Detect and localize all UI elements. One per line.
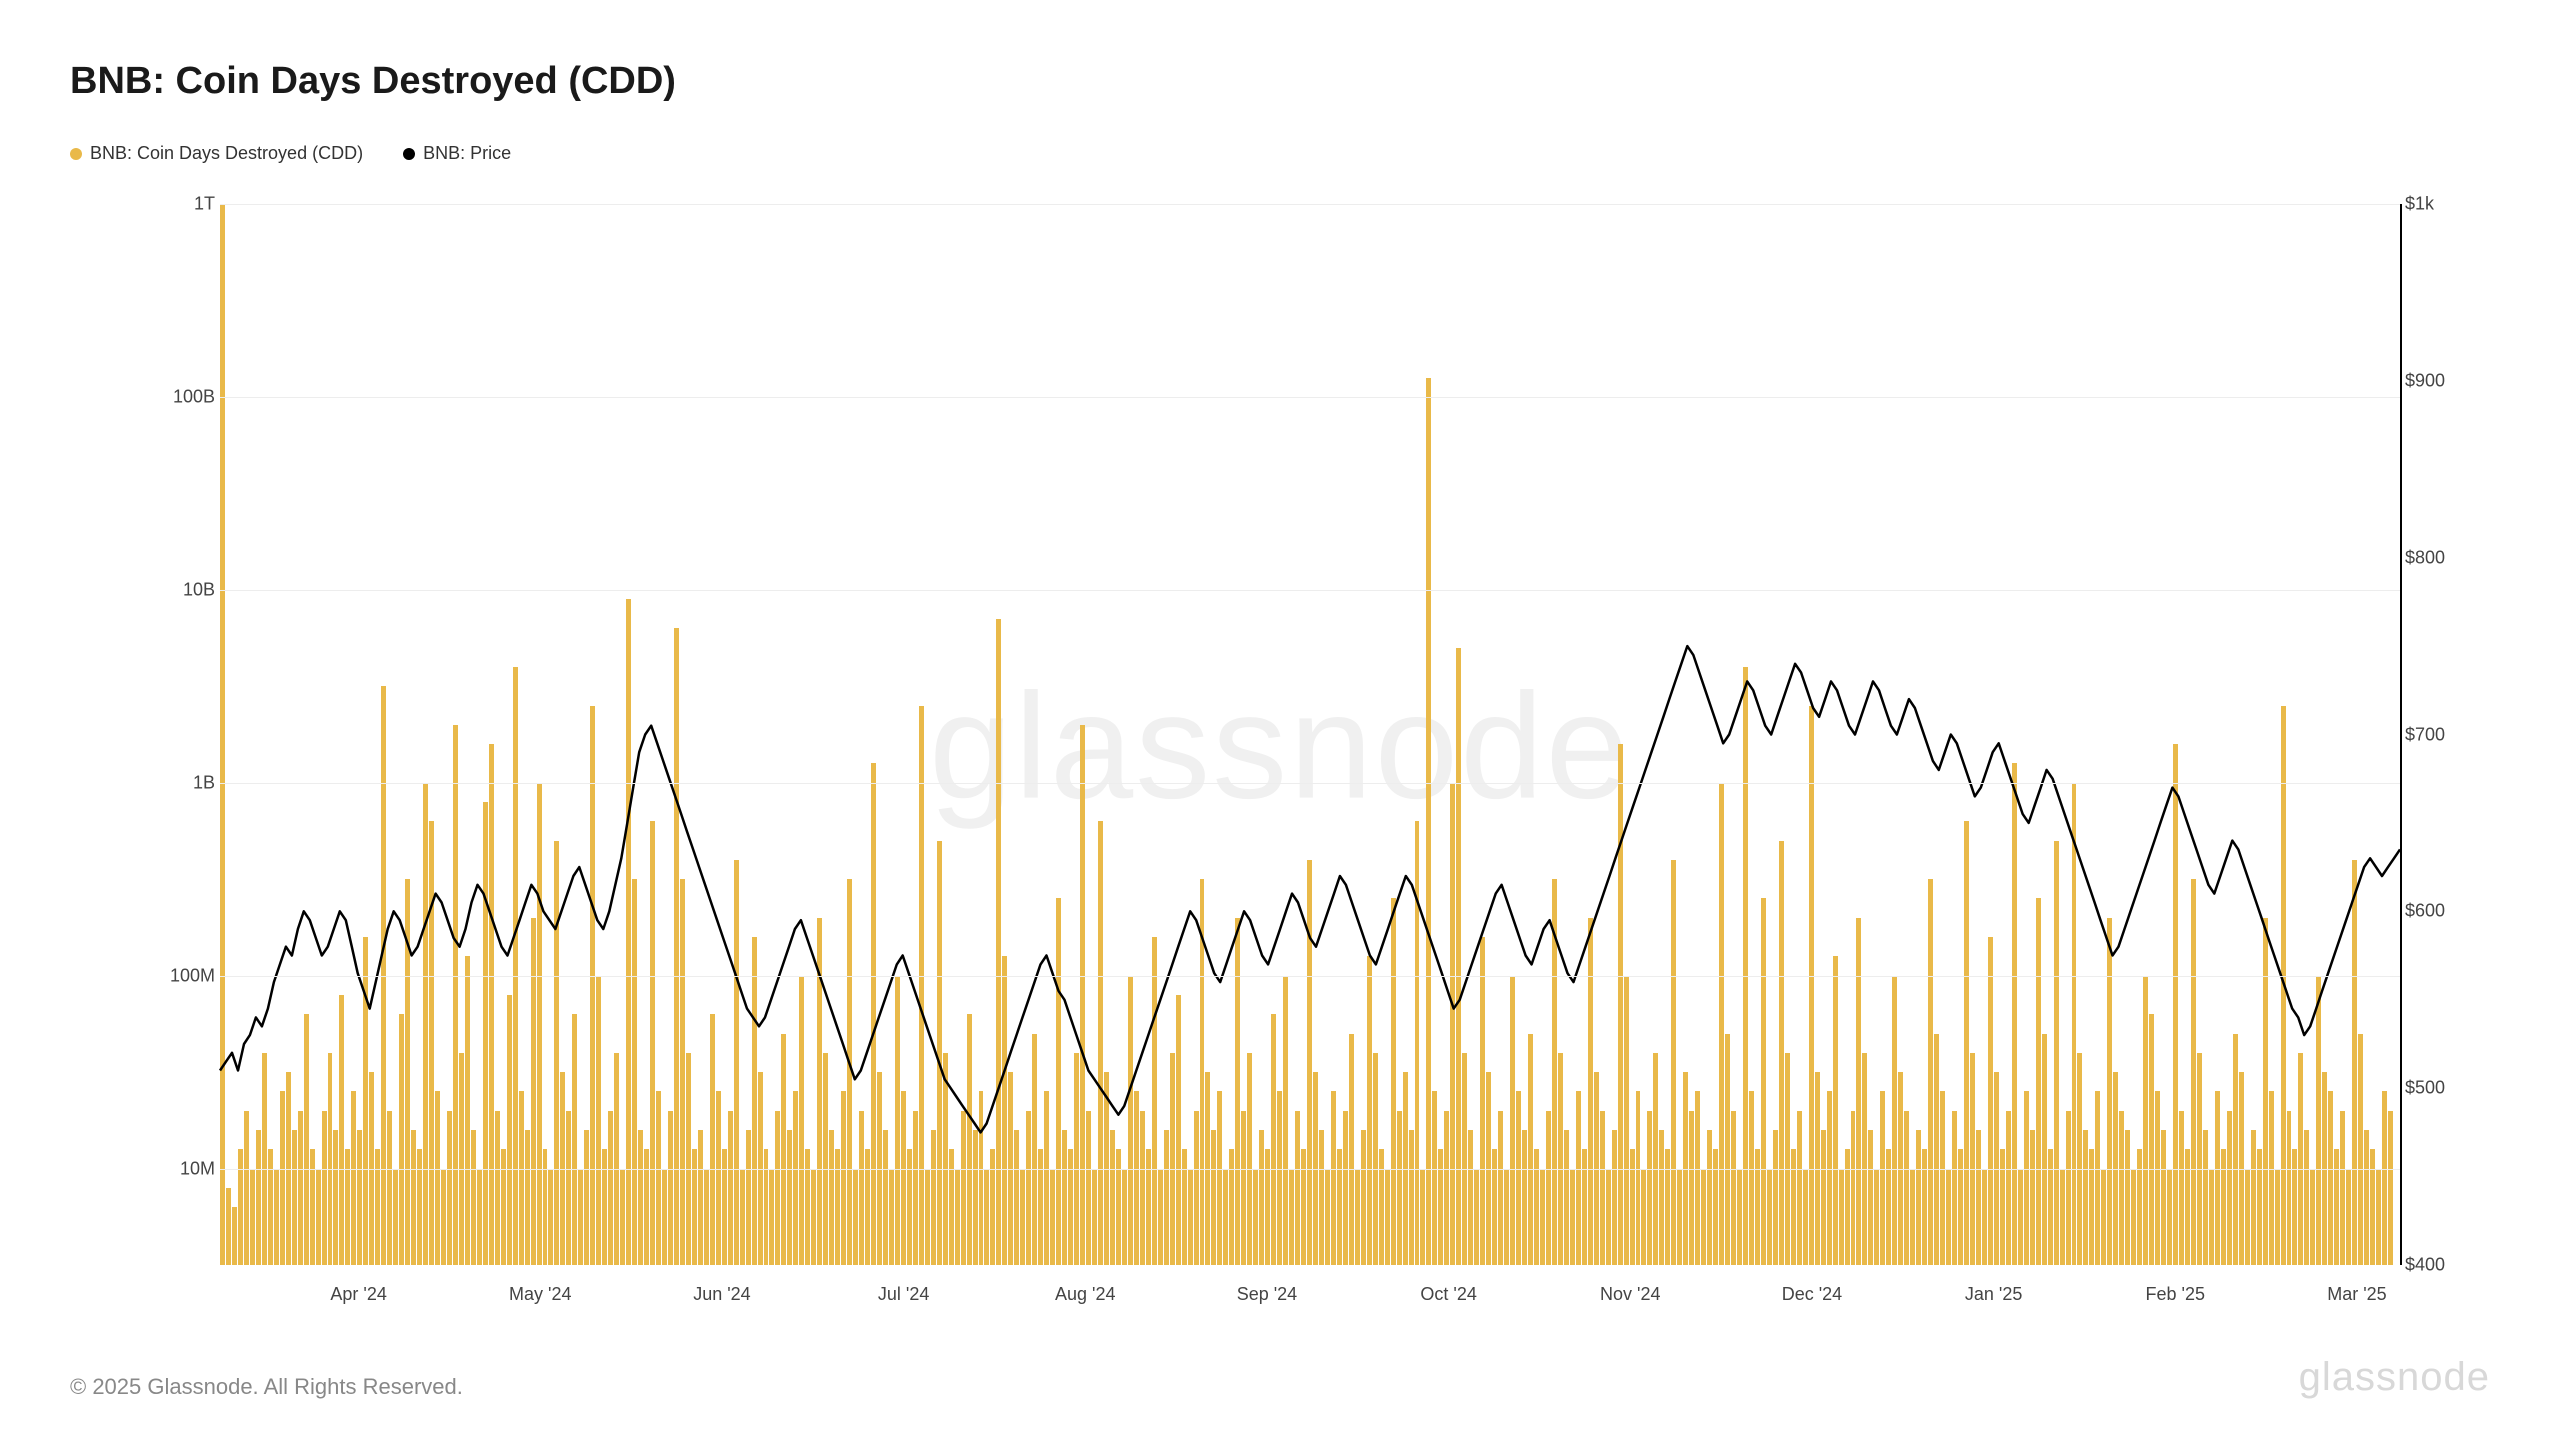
x-tick-label: Jul '24 bbox=[878, 1284, 929, 1305]
x-tick-label: May '24 bbox=[509, 1284, 571, 1305]
footer-brand: glassnode bbox=[2299, 1355, 2490, 1400]
y2-axis bbox=[2400, 204, 2402, 1265]
y2-tick-label: $500 bbox=[2405, 1078, 2445, 1099]
x-tick-label: Dec '24 bbox=[1782, 1284, 1842, 1305]
chart-title: BNB: Coin Days Destroyed (CDD) bbox=[70, 60, 2490, 103]
y1-tick-label: 100B bbox=[115, 386, 215, 407]
chart-area[interactable]: glassnode 10M100M1B10B100B1T$400$500$600… bbox=[70, 204, 2490, 1315]
x-tick-label: Mar '25 bbox=[2327, 1284, 2386, 1305]
chart-legend: BNB: Coin Days Destroyed (CDD) BNB: Pric… bbox=[70, 143, 2490, 164]
y2-tick-label: $900 bbox=[2405, 370, 2445, 391]
x-tick-label: Aug '24 bbox=[1055, 1284, 1116, 1305]
x-tick-label: Jan '25 bbox=[1965, 1284, 2022, 1305]
x-tick-label: Feb '25 bbox=[2146, 1284, 2205, 1305]
price-line-series bbox=[220, 204, 2400, 1265]
legend-swatch-cdd bbox=[70, 148, 82, 160]
x-tick-label: Oct '24 bbox=[1420, 1284, 1476, 1305]
y2-tick-label: $600 bbox=[2405, 901, 2445, 922]
legend-label-price: BNB: Price bbox=[423, 143, 511, 164]
price-path bbox=[220, 646, 2400, 1132]
legend-item-price: BNB: Price bbox=[403, 143, 511, 164]
legend-swatch-price bbox=[403, 148, 415, 160]
plot-region bbox=[220, 204, 2400, 1265]
x-tick-label: Apr '24 bbox=[330, 1284, 386, 1305]
y2-tick-label: $1k bbox=[2405, 194, 2434, 215]
x-tick-label: Nov '24 bbox=[1600, 1284, 1660, 1305]
legend-label-cdd: BNB: Coin Days Destroyed (CDD) bbox=[90, 143, 363, 164]
x-tick-label: Jun '24 bbox=[693, 1284, 750, 1305]
y1-tick-label: 1B bbox=[115, 772, 215, 793]
y2-tick-label: $700 bbox=[2405, 724, 2445, 745]
y1-tick-label: 100M bbox=[115, 965, 215, 986]
x-tick-label: Sep '24 bbox=[1237, 1284, 1298, 1305]
y2-tick-label: $400 bbox=[2405, 1255, 2445, 1276]
y2-tick-label: $800 bbox=[2405, 547, 2445, 568]
y1-tick-label: 1T bbox=[115, 194, 215, 215]
y1-tick-label: 10M bbox=[115, 1158, 215, 1179]
footer-copyright: © 2025 Glassnode. All Rights Reserved. bbox=[70, 1374, 463, 1400]
legend-item-cdd: BNB: Coin Days Destroyed (CDD) bbox=[70, 143, 363, 164]
y1-tick-label: 10B bbox=[115, 579, 215, 600]
